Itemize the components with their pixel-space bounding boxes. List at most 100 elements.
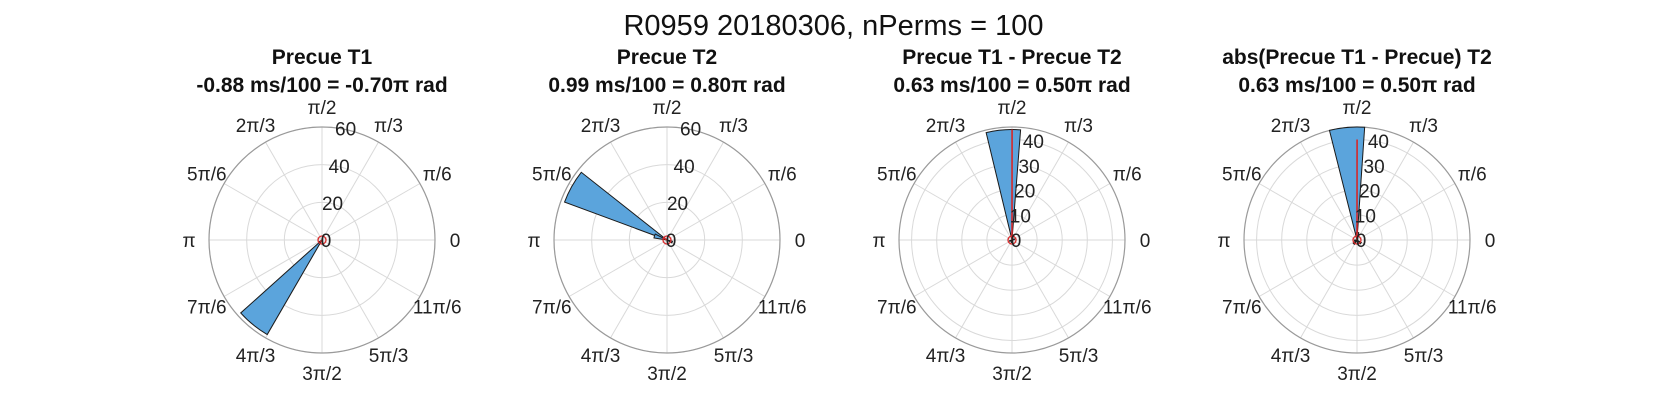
angular-grid-line: [1356, 183, 1456, 241]
angle-tick-label: 3π/2: [302, 364, 342, 385]
angular-grid-line: [955, 141, 1013, 241]
angle-tick-label: 7π/6: [532, 298, 572, 319]
angle-tick-label: π/6: [423, 165, 452, 186]
figure-suptitle: R0959 20180306, nPerms = 100: [623, 10, 1044, 42]
angle-tick-label: 7π/6: [1222, 298, 1262, 319]
radial-tick-label: 40: [329, 157, 350, 178]
angle-tick-label: 2π/3: [926, 116, 966, 137]
angle-tick-label: π/3: [374, 116, 403, 137]
angle-tick-label: 4π/3: [581, 346, 621, 367]
angle-tick-label: 4π/3: [926, 346, 966, 367]
angle-tick-label: π/2: [998, 98, 1027, 119]
angle-tick-label: 0: [1485, 231, 1496, 252]
radial-grid-ring: [591, 164, 743, 316]
plot-title: Precue T1: [272, 46, 373, 69]
angular-grid-line: [568, 239, 668, 297]
outer-ring: [208, 126, 436, 354]
radial-tick-label: 20: [1359, 182, 1380, 203]
plot-subtitle: 0.63 ms/100 = 0.50π rad: [1238, 74, 1475, 97]
angle-tick-label: 3π/2: [1337, 364, 1377, 385]
angle-tick-label: 4π/3: [236, 346, 276, 367]
angle-tick-label: 5π/6: [532, 165, 572, 186]
polar-plot-1: Precue T1 -0.88 ms/100 = -0.70π rad 0 20 40 6…: [182, 46, 461, 385]
polar-plot-4: abs(Precue T1 - Precue) T2 0.63 ms/100 = …: [1217, 46, 1496, 385]
angular-grid-line: [666, 239, 724, 339]
angle-tick-label: π/3: [1064, 116, 1093, 137]
radial-tick-label: 0: [1356, 231, 1367, 252]
radial-tick-label: 20: [667, 194, 688, 215]
angle-tick-label: 5π/3: [1059, 346, 1099, 367]
radial-tick-label: 20: [322, 194, 343, 215]
angular-grid-line: [223, 239, 323, 297]
angular-grid-line: [610, 141, 668, 241]
angle-tick-label: π: [1217, 231, 1230, 252]
angular-grid-line: [1356, 239, 1456, 297]
radial-tick-label: 40: [1023, 132, 1044, 153]
angular-grid-line: [1300, 141, 1358, 241]
radial-tick-label: 40: [674, 157, 695, 178]
mean-direction-line: [319, 239, 323, 243]
angle-tick-label: 11π/6: [758, 298, 807, 319]
radial-grid-ring: [246, 164, 398, 316]
angle-tick-label: 3π/2: [647, 364, 687, 385]
radial-tick-label: 30: [1364, 157, 1385, 178]
histogram-bar: [1011, 239, 1014, 244]
angle-tick-label: π/2: [308, 98, 337, 119]
angle-tick-label: 3π/2: [992, 364, 1032, 385]
histogram-bar: [239, 239, 323, 336]
angle-tick-label: π: [182, 231, 195, 252]
angle-tick-label: 11π/6: [1448, 298, 1497, 319]
angle-tick-label: 11π/6: [1103, 298, 1152, 319]
angular-grid-line: [666, 141, 724, 241]
angle-tick-label: 2π/3: [581, 116, 621, 137]
angular-grid-line: [913, 239, 1013, 297]
angle-tick-label: 2π/3: [1271, 116, 1311, 137]
histogram-bar: [666, 239, 674, 244]
angle-tick-label: 7π/6: [187, 298, 227, 319]
angular-grid-line: [1011, 239, 1069, 339]
angle-tick-label: π/3: [1409, 116, 1438, 137]
angular-grid-line: [610, 239, 668, 339]
radial-tick-label: 10: [1355, 206, 1376, 227]
angular-grid-line: [321, 239, 379, 339]
histogram-bar: [1353, 239, 1358, 242]
angular-grid-line: [265, 141, 323, 241]
angular-grid-line: [1300, 239, 1358, 339]
radial-tick-label: 60: [680, 120, 701, 141]
angular-grid-line: [1356, 141, 1414, 241]
angular-grid-line: [1258, 183, 1358, 241]
outer-ring: [553, 126, 781, 354]
angular-grid-line: [1258, 239, 1358, 297]
center-marker: [1352, 235, 1362, 245]
plot-title: Precue T1 - Precue T2: [902, 46, 1121, 69]
angular-grid-line: [1011, 239, 1111, 297]
angular-grid-line: [1011, 183, 1111, 241]
radial-tick-label: 0: [321, 231, 332, 252]
center-marker: [1007, 235, 1017, 245]
angle-tick-label: 4π/3: [1271, 346, 1311, 367]
angle-tick-label: 7π/6: [877, 298, 917, 319]
radial-tick-label: 40: [1368, 132, 1389, 153]
radial-tick-label: 20: [1014, 182, 1035, 203]
angle-tick-label: 5π/3: [714, 346, 754, 367]
angle-tick-label: 2π/3: [236, 116, 276, 137]
histogram-bar: [1328, 126, 1366, 241]
plot-subtitle: -0.88 ms/100 = -0.70π rad: [196, 74, 447, 97]
angle-tick-label: π/6: [1458, 165, 1487, 186]
angular-grid-line: [1011, 141, 1069, 241]
angular-grid-line: [1356, 239, 1414, 339]
angle-tick-label: π/6: [768, 165, 797, 186]
radial-grid-ring: [283, 201, 361, 279]
radial-tick-label: 0: [1011, 231, 1022, 252]
center-marker: [662, 235, 672, 245]
angle-tick-label: 5π/3: [1404, 346, 1444, 367]
angle-tick-label: π: [527, 231, 540, 252]
angle-tick-label: π/3: [719, 116, 748, 137]
histogram-bar: [1008, 239, 1013, 243]
angle-tick-label: π/2: [1343, 98, 1372, 119]
angle-tick-label: 5π/6: [1222, 165, 1262, 186]
angle-tick-label: 5π/3: [369, 346, 409, 367]
angular-grid-line: [666, 239, 766, 297]
